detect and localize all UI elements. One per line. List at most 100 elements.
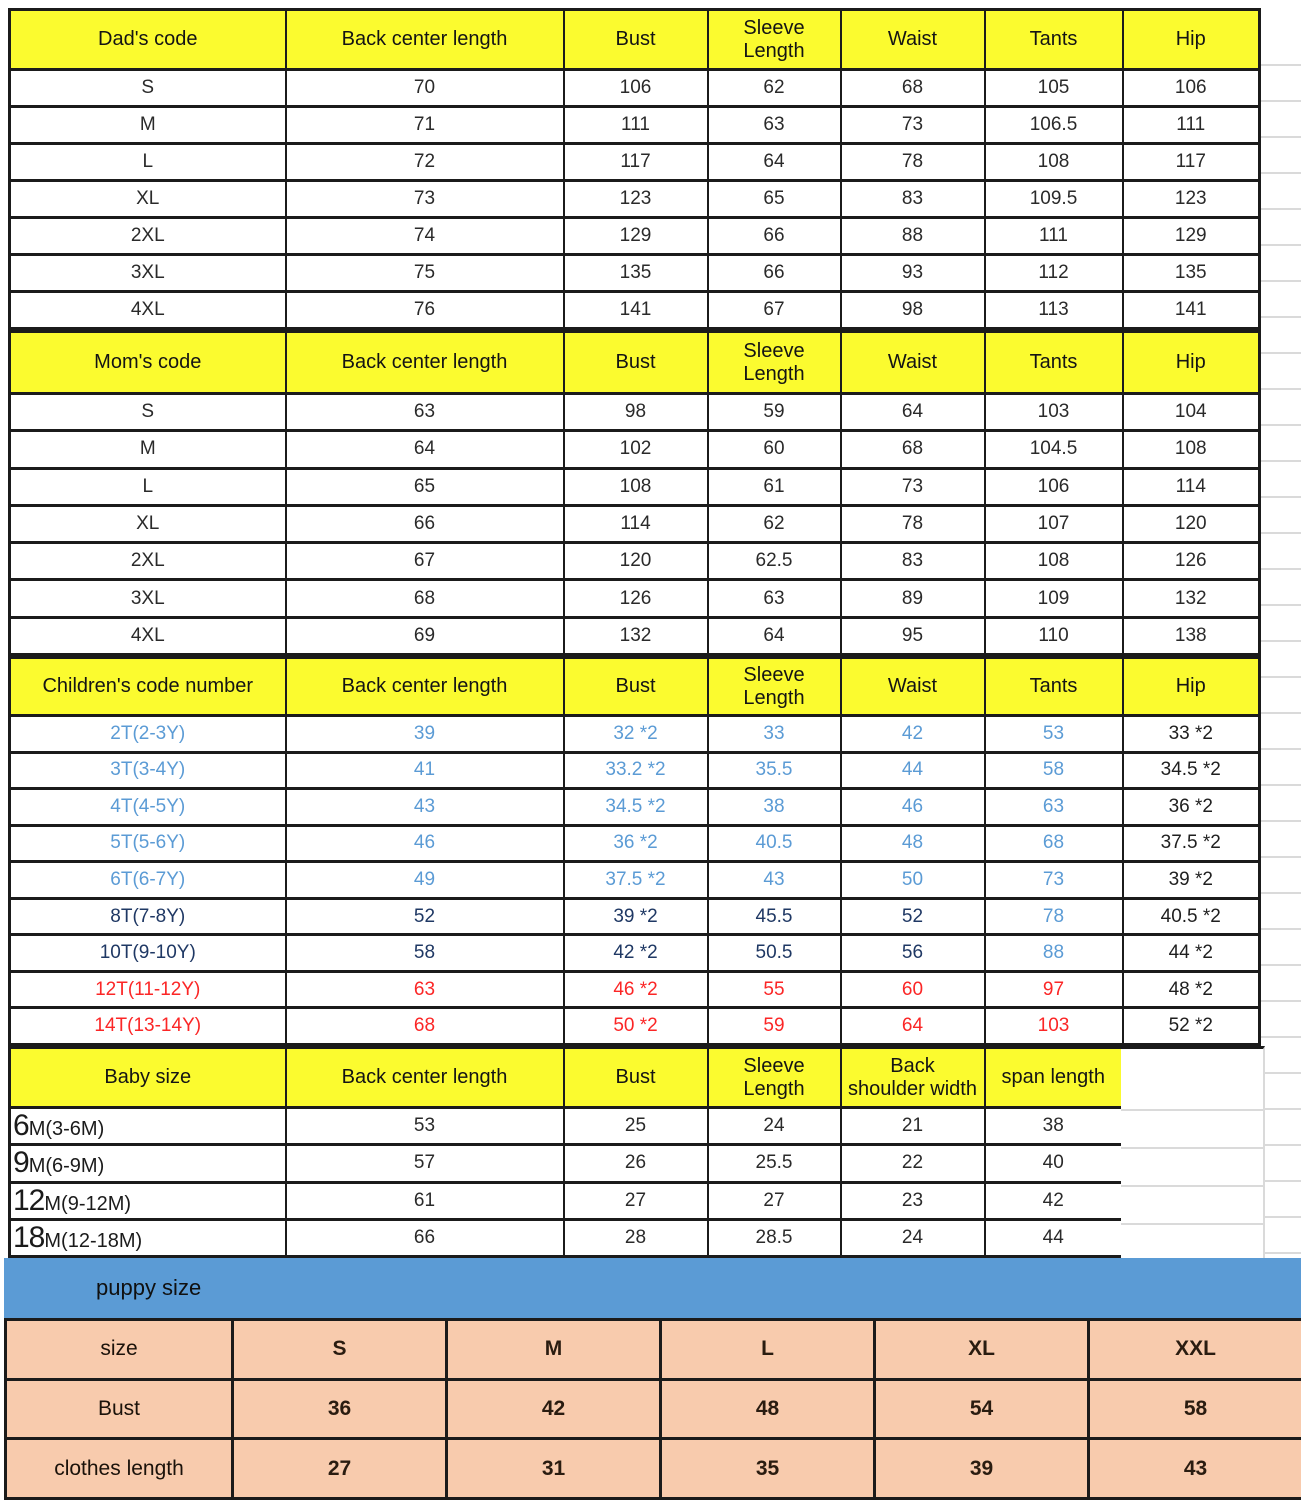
table-cell: 108 [562, 466, 709, 507]
table-cell: 141 [562, 290, 709, 330]
table-row: 3XL 75 135 66 93 112 135 [8, 253, 1261, 293]
column-header: Sleeve Length [706, 1046, 842, 1109]
table-cell: 48 *2 [1121, 969, 1261, 1010]
table-row: Bust 36 42 48 54 58 [4, 1377, 1301, 1441]
table-cell: 62 [706, 503, 842, 545]
table-cell: 106 [983, 466, 1124, 507]
table-cell: 113 [983, 290, 1124, 330]
gridline [1121, 1223, 1263, 1225]
table-cell: 108 [983, 541, 1124, 582]
table-cell: 22 [839, 1143, 986, 1184]
column-header: Back center length [284, 330, 565, 395]
table-cell: 57 [284, 1143, 565, 1184]
column-header: Hip [1121, 656, 1261, 717]
table-cell: 126 [1121, 541, 1261, 582]
table-cell: 21 [839, 1105, 986, 1147]
table-cell: 33 *2 [1121, 714, 1261, 754]
table-cell: 106 [562, 68, 709, 108]
table-cell: 120 [562, 541, 709, 582]
table-cell: 27 [231, 1437, 448, 1500]
table-cell: 10T(9-10Y) [8, 933, 287, 973]
table-cell: 46 *2 [562, 969, 709, 1010]
table-header-row: Mom's code Back center length Bust Sleev… [8, 330, 1261, 395]
table-cell: 34.5 *2 [1121, 750, 1261, 791]
table-cell: 38 [706, 787, 842, 827]
column-header: Sleeve Length [706, 656, 842, 717]
table-cell: 41 [284, 750, 565, 791]
table-cell: 67 [284, 541, 565, 582]
table-cell: 71 [284, 105, 565, 145]
table-cell: 114 [562, 503, 709, 545]
table-cell: 26 [562, 1143, 709, 1184]
table-row: M 64 102 60 68 104.5 108 [8, 429, 1261, 470]
table-cell: 39 *2 [562, 896, 709, 937]
table-cell: 72 [284, 142, 565, 182]
table-cell: 68 [839, 429, 986, 470]
table-cell: 141 [1121, 290, 1261, 330]
table-cell: 68 [284, 1006, 565, 1046]
table-cell: 105 [983, 68, 1124, 108]
table-cell: 33.2 *2 [562, 750, 709, 791]
table-cell: 58 [1087, 1377, 1301, 1441]
table-cell: M [445, 1318, 662, 1381]
column-header: Back center length [284, 1046, 565, 1109]
table-cell: 135 [1121, 253, 1261, 293]
table-cell: 42 [983, 1180, 1124, 1221]
table-cell: 64 [706, 615, 842, 657]
column-header: Dad's code [8, 8, 287, 71]
column-header: Hip [1121, 8, 1261, 71]
table-cell: 108 [1121, 429, 1261, 470]
baby-size-label-number: 12 [13, 1183, 45, 1217]
table-row: 6M(3-6M) 53 25 24 21 38 [8, 1105, 1124, 1147]
column-header: Children's code number [8, 656, 287, 717]
table-cell: 23 [839, 1180, 986, 1221]
table-cell: 106.5 [983, 105, 1124, 145]
table-cell: 39 [873, 1437, 1090, 1500]
table-row: 5T(5-6Y) 46 36 *2 40.5 48 68 37.5 *2 [8, 823, 1261, 864]
table-cell: 60 [706, 429, 842, 470]
table-cell: M [8, 105, 287, 145]
baby-size-label: 6M(3-6M) [8, 1105, 287, 1147]
column-header: Waist [839, 656, 986, 717]
table-cell: 63 [284, 969, 565, 1010]
column-header: Bust [562, 8, 709, 71]
table-cell: 4T(4-5Y) [8, 787, 287, 827]
gridline [1121, 1109, 1263, 1111]
table-row: 9M(6-9M) 57 26 25.5 22 40 [8, 1143, 1124, 1184]
table-row: 12M(9-12M) 61 27 27 23 42 [8, 1180, 1124, 1221]
table-cell: 126 [562, 578, 709, 619]
table-cell: 106 [1121, 68, 1261, 108]
gridline [1121, 1185, 1263, 1187]
column-header: Sleeve Length [706, 8, 842, 71]
column-header: Back center length [284, 656, 565, 717]
table-cell: 88 [839, 216, 986, 256]
table-cell: 2T(2-3Y) [8, 714, 287, 754]
table-cell: 42 [839, 714, 986, 754]
table-cell: 97 [983, 969, 1124, 1010]
table-row: L 65 108 61 73 106 114 [8, 466, 1261, 507]
column-header: Baby size [8, 1046, 287, 1109]
table-cell: 112 [983, 253, 1124, 293]
table-cell: 109 [983, 578, 1124, 619]
table-cell: 76 [284, 290, 565, 330]
table-cell: 111 [562, 105, 709, 145]
table-cell: 43 [284, 787, 565, 827]
table-cell: 48 [659, 1377, 876, 1441]
table-cell: 44 *2 [1121, 933, 1261, 973]
baby-size-label-number: 18 [13, 1220, 45, 1254]
table-cell: 52 *2 [1121, 1006, 1261, 1046]
table-cell: 31 [445, 1437, 662, 1500]
table-cell: 129 [562, 216, 709, 256]
table-cell: 78 [839, 142, 986, 182]
table-cell: 28 [562, 1217, 709, 1259]
table-cell: 50.5 [706, 933, 842, 973]
table-cell: XL [873, 1318, 1090, 1381]
table-cell: 43 [1087, 1437, 1301, 1500]
table-cell: 108 [983, 142, 1124, 182]
table-cell: 37.5 *2 [1121, 823, 1261, 864]
table-cell: 27 [562, 1180, 709, 1221]
table-row: 4XL 69 132 64 95 110 138 [8, 615, 1261, 657]
table-cell: 73 [839, 466, 986, 507]
table-row: S 70 106 62 68 105 106 [8, 68, 1261, 108]
column-header: Waist [839, 330, 986, 395]
